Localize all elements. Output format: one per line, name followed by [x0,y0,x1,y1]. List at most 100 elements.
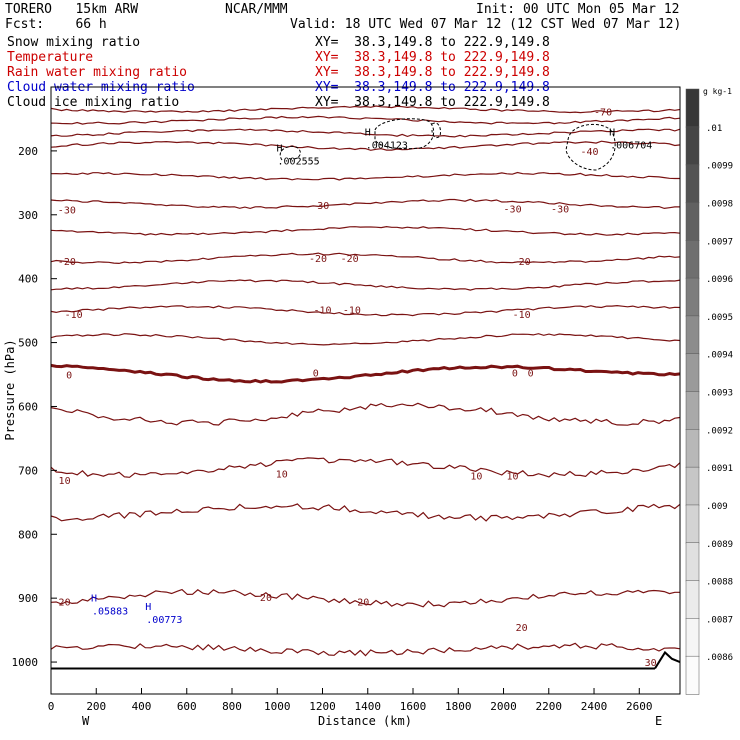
contour-label: 20 [260,593,272,604]
contour-label: -30 [58,206,76,217]
terrain-line [654,650,681,669]
contour-label: -40 [580,147,598,158]
contour-label: -20 [309,254,327,265]
y-tick-label: 400 [18,273,38,286]
colorbar-swatch [685,618,700,657]
contour-line-10 [50,457,681,478]
contour-label: -30 [551,204,569,215]
max-value: .002555 [278,156,320,167]
x-tick-label: 800 [222,700,242,713]
contour-line-5 [50,402,681,426]
contour-label: -20 [513,257,531,268]
colorbar-swatch [685,277,700,317]
colorbar-swatch [685,164,700,204]
y-tick-label: 300 [18,209,38,222]
contour-label: 20 [516,623,528,634]
x-tick-label: 600 [177,700,197,713]
y-tick-label: 1000 [12,656,39,669]
colorbar-swatch [685,202,700,241]
contour-line-m30 [50,198,680,210]
contour-label: 30 [645,658,657,669]
field-name-snow: Snow mixing ratio [7,35,141,50]
contour-line-25 [50,642,681,657]
max-marker: H [277,143,283,154]
colorbar-label: .01 [706,124,722,134]
colorbar-swatch [685,466,700,506]
y-tick-label: 900 [18,592,38,605]
y-axis-title: Pressure (hPa) [3,339,17,440]
colorbar-label: .0095 [706,313,733,323]
temperature-contours [50,105,681,670]
colorbar-swatch [685,542,700,582]
valid-time: Valid: 18 UTC Wed 07 Mar 12 (12 CST Wed … [290,17,682,32]
contour-line-20 [50,588,680,608]
cloud-ice-contours [279,118,616,171]
colorbar-label: .0089 [706,540,733,550]
contour-line-0 [50,363,681,384]
max-value: .004123 [366,140,408,151]
contour-label: -20 [58,257,76,268]
east-label: E [655,714,662,728]
colorbar-unit: g kg-1 [703,87,732,96]
max-value: .006704 [610,140,652,151]
x-tick-label: 2400 [581,700,608,713]
contour-line-m70 [50,105,681,114]
plot-frame [50,86,681,695]
contour-line-m35 [50,171,680,181]
x-axis: 0 200 400 600 800 1000 1200 1400 1600 1800 2000 220… [48,688,653,713]
contour-label: -20 [341,254,359,265]
colorbar-swatch [685,126,700,166]
contour-label: -10 [513,310,531,321]
colorbar-label: .0099 [706,162,733,172]
colorbar: .01 .0099 .0098 .0097 .0096 .0095 .0094 .0093 .0… [685,87,733,695]
y-tick-label: 600 [18,400,38,413]
x-tick-label: 200 [86,700,106,713]
contour-line-m5 [50,333,681,346]
colorbar-swatch [685,315,700,355]
contour-label: 10 [507,471,519,482]
y-axis: 200 300 400 500 600 700 800 900 1000 [12,145,57,669]
west-label: W [82,714,90,728]
contour-label: -70 [594,107,612,118]
field-name-rain: Rain water mixing ratio [7,65,188,80]
contour-label: 10 [276,470,288,481]
contour-label: 0 [528,369,534,380]
x-axis-title: Distance (km) [318,714,412,728]
contour-label: -30 [504,204,522,215]
y-tick-label: 500 [18,337,38,350]
y-tick-label: 200 [18,145,38,158]
colorbar-swatch [685,391,700,431]
colorbar-label: .009 [706,502,728,512]
colorbar-swatch [685,504,700,544]
x-tick-label: 1400 [355,700,382,713]
colorbar-label: .0088 [706,578,733,588]
contour-label: -10 [313,305,331,316]
colorbar-label: .0096 [706,275,733,285]
colorbar-label: .0094 [706,351,733,361]
max-value: .05883 [92,607,128,618]
contour-line-m10 [50,304,681,317]
y-tick-label: 700 [18,464,38,477]
init-time: Init: 00 UTC Mon 05 Mar 12 [476,2,680,17]
colorbar-label: .0087 [706,615,733,625]
model-title: TORERO 15km ARW [5,2,139,17]
contour-line-m20 [50,252,681,265]
field-xy-rain: XY= 38.3,149.8 to 222.9,149.8 [315,65,550,80]
x-tick-label: 0 [48,700,55,713]
y-tick-label: 800 [18,528,38,541]
x-tick-label: 1600 [400,700,427,713]
x-tick-label: 400 [132,700,152,713]
colorbar-label: .0086 [706,653,733,663]
field-xy-snow: XY= 38.3,149.8 to 222.9,149.8 [315,35,550,50]
colorbar-swatch [685,88,700,128]
contour-line-m40 [50,140,681,151]
colorbar-swatch [685,429,700,468]
contour-label: 20 [357,597,369,608]
contour-label: 20 [59,597,71,608]
max-value: .00773 [146,615,182,626]
x-tick-label: 2000 [490,700,517,713]
forecast-hour: Fcst: 66 h [5,17,107,32]
colorbar-swatch [685,353,700,393]
contour-line-m50 [50,128,681,138]
